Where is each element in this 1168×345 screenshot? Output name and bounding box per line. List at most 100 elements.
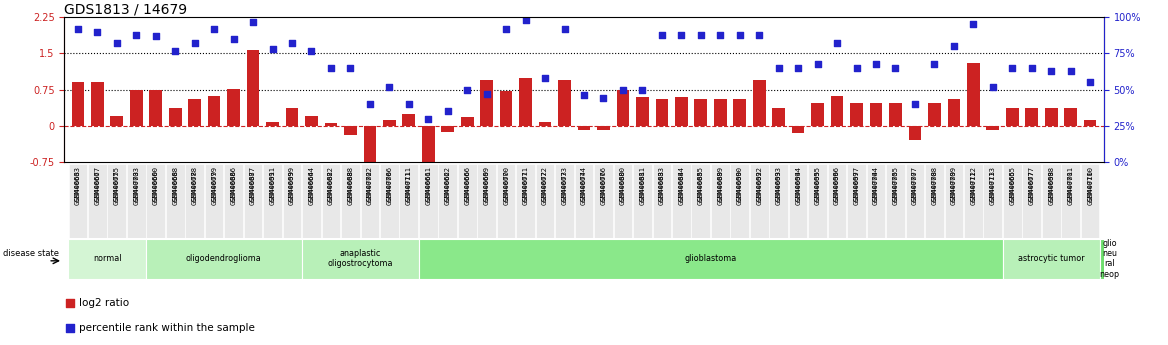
Text: GSM40690: GSM40690 [737,170,743,205]
Point [730,32,749,37]
Text: GSM40663: GSM40663 [75,170,81,205]
Text: GSM40667: GSM40667 [95,170,100,205]
Text: GSM40689: GSM40689 [717,166,723,201]
Point [516,17,535,23]
FancyBboxPatch shape [1080,164,1099,238]
FancyBboxPatch shape [438,164,457,238]
Text: GSM40669: GSM40669 [484,170,489,205]
Text: GSM40692: GSM40692 [756,170,763,205]
Text: GSM40675: GSM40675 [113,166,120,201]
Point [672,32,690,37]
Point [536,75,555,81]
Text: GSM40704: GSM40704 [872,170,880,205]
Bar [1084,120,1097,126]
Text: GSM40670: GSM40670 [503,170,509,205]
Text: GSM40672: GSM40672 [542,166,548,201]
Bar [695,99,707,126]
FancyBboxPatch shape [887,164,905,238]
FancyBboxPatch shape [1062,164,1080,238]
Text: GSM40684: GSM40684 [679,170,684,205]
Bar [286,108,298,126]
Bar [111,116,123,126]
Text: disease state: disease state [4,249,60,258]
Bar [71,82,84,126]
Point [88,29,106,34]
Text: GSM40670: GSM40670 [503,166,509,201]
Text: GSM40682: GSM40682 [328,170,334,205]
Text: GSM40679: GSM40679 [211,170,217,205]
Text: GSM40713: GSM40713 [989,170,996,205]
Text: GSM40690: GSM40690 [737,166,743,201]
Text: GSM40709: GSM40709 [951,166,957,201]
Text: GSM40664: GSM40664 [308,170,314,205]
Point [808,61,827,66]
Bar [150,90,162,126]
Text: GSM40703: GSM40703 [133,170,139,205]
Text: glio
neu
ral
neop: glio neu ral neop [1099,239,1120,279]
Point [380,84,398,90]
FancyBboxPatch shape [828,164,847,238]
Text: GSM40702: GSM40702 [367,166,373,201]
Bar [772,108,785,126]
FancyBboxPatch shape [418,239,1002,279]
Text: GSM40661: GSM40661 [425,170,431,205]
FancyBboxPatch shape [750,164,769,238]
FancyBboxPatch shape [224,164,243,238]
FancyBboxPatch shape [945,164,964,238]
Text: GSM40695: GSM40695 [814,170,821,205]
Point [711,32,730,37]
Text: GSM40662: GSM40662 [445,170,451,205]
Text: GSM40677: GSM40677 [1029,170,1035,205]
Text: glioblastoma: glioblastoma [684,254,737,263]
Text: GSM40703: GSM40703 [133,166,139,201]
Bar [345,126,356,135]
FancyBboxPatch shape [1003,164,1022,238]
Bar [558,80,571,126]
Point [633,87,652,92]
FancyBboxPatch shape [672,164,690,238]
FancyBboxPatch shape [380,164,398,238]
Bar [850,103,863,126]
Bar [578,126,590,130]
FancyBboxPatch shape [69,164,88,238]
Point [691,32,710,37]
Point [905,101,924,107]
Text: GSM40697: GSM40697 [854,170,860,205]
Text: GSM40680: GSM40680 [620,166,626,201]
Bar [1026,108,1038,126]
Text: GSM40688: GSM40688 [347,166,354,201]
Point [321,65,340,71]
Text: GSM40683: GSM40683 [659,166,665,201]
Point [61,325,79,331]
Point [575,93,593,98]
Point [244,19,263,24]
Point [478,91,496,97]
FancyBboxPatch shape [730,164,749,238]
Point [61,300,79,306]
FancyBboxPatch shape [478,164,496,238]
FancyBboxPatch shape [983,164,1002,238]
FancyBboxPatch shape [496,164,515,238]
Text: GSM40701: GSM40701 [1068,166,1073,201]
Text: GSM40706: GSM40706 [387,170,392,205]
Bar [1064,108,1077,126]
FancyBboxPatch shape [653,164,672,238]
Bar [383,120,396,126]
Point [653,32,672,37]
Text: GSM40712: GSM40712 [971,170,976,205]
Bar [500,91,513,126]
Bar [870,103,882,126]
FancyBboxPatch shape [341,164,360,238]
Bar [208,96,221,126]
Text: GSM40665: GSM40665 [1009,170,1015,205]
Bar [480,80,493,126]
FancyBboxPatch shape [595,164,613,238]
Bar [929,103,940,126]
Text: GSM40668: GSM40668 [172,170,179,205]
Bar [734,99,746,126]
Text: normal: normal [92,254,121,263]
Text: GSM40697: GSM40697 [854,166,860,201]
Text: GSM40661: GSM40661 [425,166,431,201]
Text: GSM40704: GSM40704 [872,166,880,201]
Text: GSM40691: GSM40691 [270,166,276,201]
